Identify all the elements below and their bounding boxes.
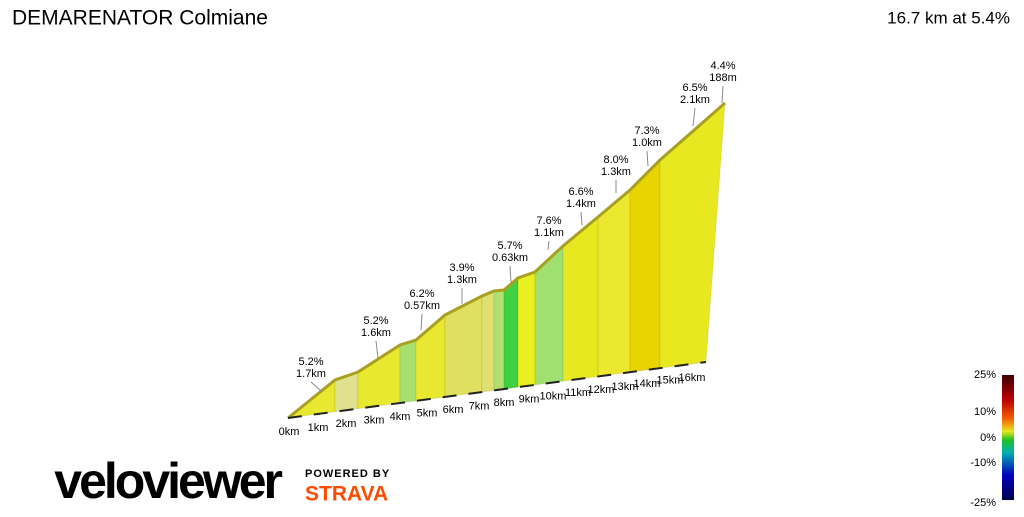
leader-line (580, 211, 583, 226)
segment-grade: 6.2% (409, 288, 434, 300)
legend-label: 10% (974, 406, 996, 418)
profile-top (287, 101, 726, 420)
title: DEMARENATOR Colmiane (12, 7, 268, 30)
summary: 16.7 km at 5.4% (887, 8, 1010, 27)
distance-label: 12km (588, 384, 615, 396)
segment-grade: 8.0% (603, 154, 628, 166)
distance-label: 6km (443, 404, 464, 416)
leader-line (310, 381, 323, 393)
distance-label: 4km (390, 411, 411, 423)
segment-grade: 6.5% (682, 82, 707, 94)
distance-label: 11km (565, 387, 591, 399)
leader-line (721, 85, 724, 104)
profile-segment (493, 289, 505, 391)
distance-label: 13km (612, 381, 639, 393)
profile-segment (659, 101, 726, 369)
profile-segment (503, 276, 519, 390)
segment-grade: 4.4% (710, 60, 735, 72)
profile-segment (597, 188, 631, 378)
distance-label: 7km (469, 400, 490, 412)
segment-grade: 7.3% (634, 125, 659, 137)
distance-label: 15km (657, 375, 684, 387)
leader-line (692, 107, 696, 127)
segment-grade: 3.9% (449, 262, 474, 274)
segment-grade: 5.2% (363, 315, 388, 327)
profile-segment (517, 271, 536, 388)
logo: veloviewer (54, 453, 282, 509)
segment-length: 188m (709, 72, 737, 84)
segment-length: 0.57km (404, 300, 440, 312)
profile-segment (629, 158, 661, 373)
leader-line (420, 313, 423, 331)
distance-label: 3km (364, 414, 385, 426)
segment-grade: 5.7% (497, 240, 522, 252)
distance-label: 2km (336, 418, 357, 430)
segment-length: 1.7km (296, 368, 326, 380)
segment-length: 1.3km (447, 274, 477, 286)
distance-label: 5km (417, 407, 438, 419)
segment-length: 1.3km (601, 166, 631, 178)
segment-length: 0.63km (492, 252, 528, 264)
segment-grade: 5.2% (298, 356, 323, 368)
legend-label: 25% (974, 369, 996, 381)
segment-length: 1.6km (361, 327, 391, 339)
segment-grade: 6.6% (568, 186, 593, 198)
leader-line (375, 340, 379, 359)
profile-segment (357, 344, 401, 410)
profile-segment (399, 339, 417, 404)
distance-label: 8km (494, 397, 515, 409)
segment-length: 1.0km (632, 137, 662, 149)
legend-bar (1002, 375, 1014, 500)
segment-length: 1.4km (566, 198, 596, 210)
distance-label: 1km (308, 422, 329, 434)
legend-label: -10% (970, 457, 996, 469)
strava: STRAVA (305, 483, 388, 506)
leader-line (509, 265, 512, 283)
profile (286, 101, 726, 420)
distance-label: 9km (519, 394, 540, 406)
baseline (287, 361, 707, 419)
leader-line (547, 240, 550, 251)
legend-label: 0% (980, 432, 996, 444)
powered-by: POWERED BY (305, 468, 390, 480)
leader-line (646, 150, 649, 167)
distance-label: 14km (634, 378, 661, 390)
segment-length: 1.1km (534, 227, 564, 239)
legend-label: -25% (970, 497, 996, 509)
segment-grade: 7.6% (536, 215, 561, 227)
profile-segment (481, 290, 495, 393)
distance-label: 0km (279, 426, 300, 438)
distance-label: 10km (540, 390, 567, 402)
distance-label: 16km (679, 372, 706, 384)
segment-length: 2.1km (680, 94, 710, 106)
